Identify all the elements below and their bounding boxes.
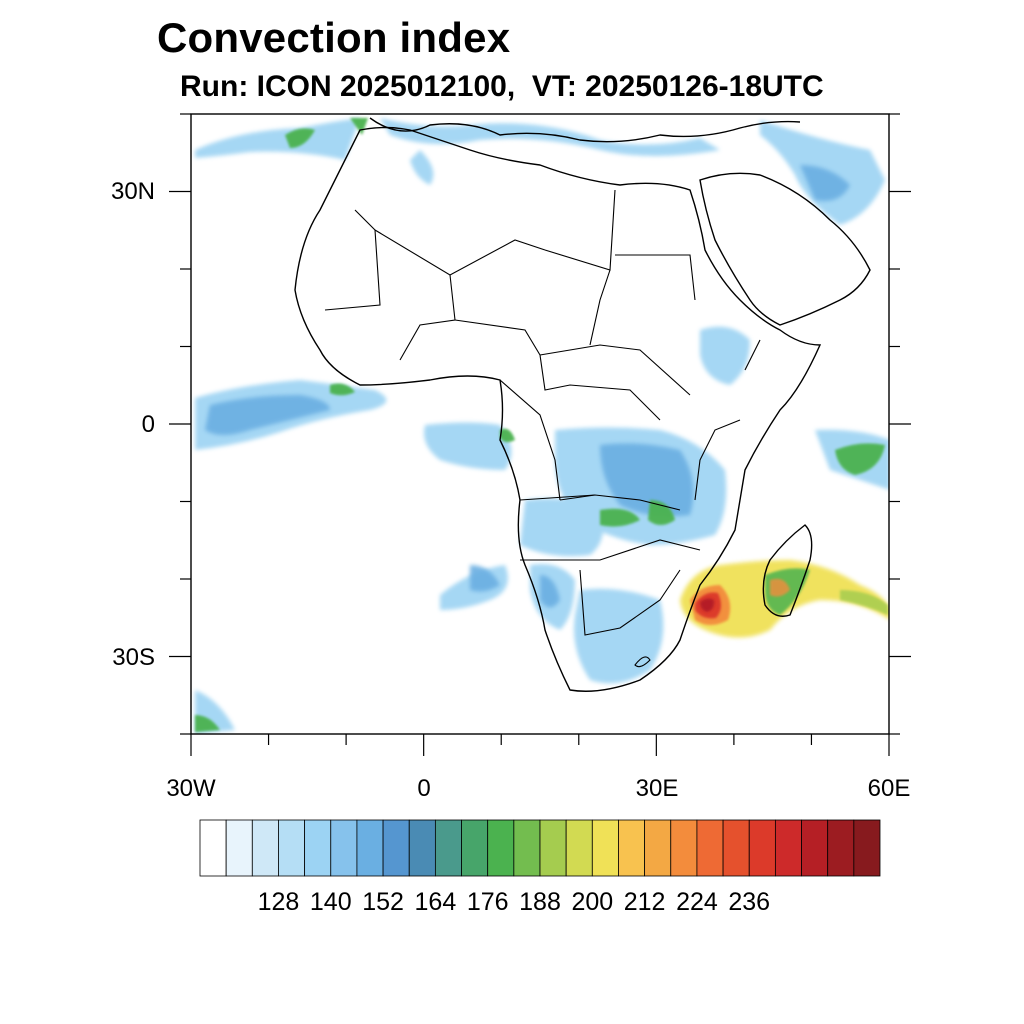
europe-coastline [369, 117, 801, 143]
lat-label-30s: 30S [112, 644, 155, 671]
colorbar-swatch [827, 819, 855, 877]
lon-label-30e: 30E [635, 775, 679, 802]
colorbar-swatch [408, 819, 436, 877]
colorbar-swatch [199, 819, 227, 877]
colorbar-label: 212 [623, 888, 666, 916]
shade-libya [410, 150, 434, 185]
colorbar-swatch [696, 819, 724, 877]
colorbar-swatch [853, 819, 881, 877]
colorbar-label: 224 [676, 888, 718, 916]
shade-mediterranean [380, 118, 720, 156]
colorbar [199, 819, 881, 877]
lon-label-30w: 30W [166, 775, 216, 802]
shade-north-atlantic [195, 118, 360, 160]
colorbar-swatch [748, 819, 776, 877]
colorbar-label: 140 [309, 888, 352, 916]
colorbar-swatch [722, 819, 750, 877]
colorbar-swatch [591, 819, 619, 877]
shade-botswana [574, 588, 664, 684]
colorbar-swatch [513, 819, 541, 877]
colorbar-label: 236 [728, 888, 771, 916]
lat-label-0: 0 [141, 411, 155, 438]
colorbar-swatch [304, 819, 332, 877]
arabia-coastline [699, 172, 871, 326]
colorbar-label: 188 [519, 888, 561, 916]
run-info-subtitle: Run: ICON 2025012100, VT: 20250126-18UTC [180, 70, 824, 103]
lon-label-60e: 60E [867, 775, 911, 802]
colorbar-label: 152 [362, 888, 404, 916]
map-title: Convection index [157, 14, 511, 61]
africa-coastline [294, 126, 822, 692]
axis-ticks [169, 113, 911, 756]
colorbar-label: 176 [466, 888, 509, 916]
colorbar-swatch [461, 819, 489, 877]
cyclone-system [680, 560, 889, 638]
colorbar-swatch [251, 819, 279, 877]
colorbar-swatch [487, 819, 515, 877]
colorbar-label: 200 [571, 888, 614, 916]
colorbar-swatch [434, 819, 462, 877]
madagascar-coastline [762, 524, 813, 617]
colorbar-label: 128 [257, 888, 300, 916]
colorbar-swatch [565, 819, 593, 877]
shade-ethiopia [700, 326, 750, 385]
colorbar-swatch [539, 819, 567, 877]
colorbar-swatch [356, 819, 384, 877]
lon-label-0: 0 [417, 775, 431, 802]
shade-gulf-guinea-east [424, 422, 512, 470]
coastlines [294, 117, 871, 692]
colorbar-swatch [278, 819, 306, 877]
colorbar-swatch [225, 819, 253, 877]
shade-angola [520, 498, 604, 557]
colorbar-swatch [670, 819, 698, 877]
shade-green-atlantic [285, 128, 315, 148]
colorbar-swatch [618, 819, 646, 877]
lat-label-30n: 30N [110, 178, 155, 205]
colorbar-swatch [330, 819, 358, 877]
colorbar-swatch [382, 819, 410, 877]
colorbar-label: 164 [414, 888, 457, 916]
shading-layer [195, 118, 889, 734]
colorbar-swatch [644, 819, 672, 877]
colorbar-swatch [801, 819, 829, 877]
colorbar-swatch [774, 819, 802, 877]
country-borders [324, 189, 761, 668]
